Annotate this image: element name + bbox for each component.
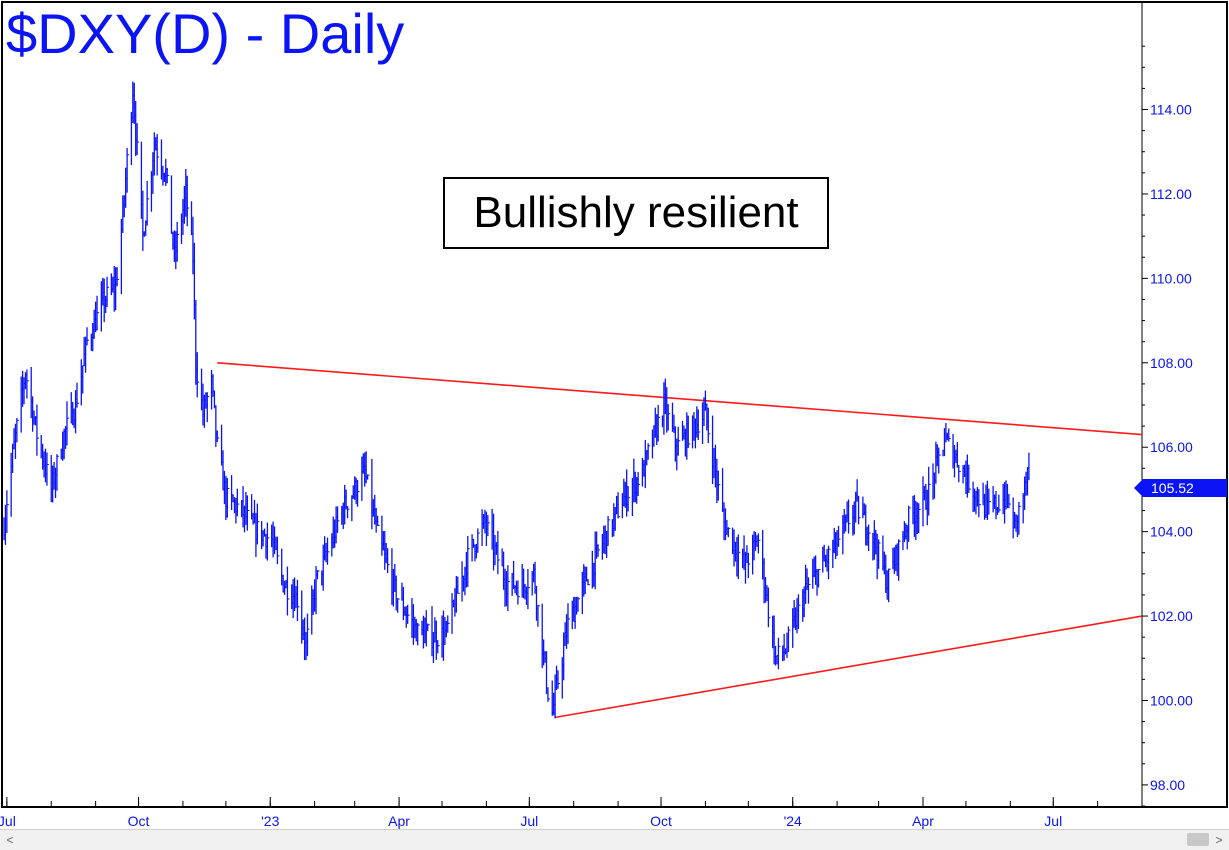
x-tick-label: Apr	[912, 813, 934, 829]
x-axis: Jul Oct '23 Apr Jul Oct '24 Apr Jul	[0, 797, 1143, 829]
trendline-2	[554, 615, 1143, 719]
y-tick-label: 106.00	[1150, 439, 1193, 455]
x-tick-label: Apr	[388, 813, 410, 829]
y-axis: 98.00 100.00 102.00 104.00 106.00 108.00 110.0…	[1142, 45, 1193, 807]
y-tick-label: 104.00	[1150, 524, 1193, 540]
x-tick-label: Oct	[650, 813, 672, 829]
daily-price-bars	[3, 81, 1030, 719]
annotation-label: Bullishly resilient	[443, 177, 829, 249]
x-tick-label: '23	[261, 813, 279, 829]
price-series	[3, 81, 1030, 719]
x-tick-label: '24	[784, 813, 802, 829]
trendline-1	[217, 361, 1143, 436]
scroll-thumb[interactable]	[1187, 833, 1209, 846]
x-tick-label: Jul	[0, 813, 16, 829]
scroll-right-button[interactable]: >	[1215, 833, 1223, 847]
chart-title: $DXY(D) - Daily	[6, 2, 405, 65]
y-tick-label: 98.00	[1150, 777, 1185, 793]
y-tick-label: 102.00	[1150, 608, 1193, 624]
trendlines	[217, 361, 1143, 719]
x-tick-label: Jul	[520, 813, 538, 829]
last-price-badge: 105.52	[1134, 479, 1227, 497]
y-tick-label: 100.00	[1150, 692, 1193, 708]
y-tick-label: 108.00	[1150, 355, 1193, 371]
x-tick-label: Oct	[128, 813, 150, 829]
y-tick-label: 112.00	[1150, 186, 1192, 202]
horizontal-scrollbar[interactable]: < >	[0, 829, 1229, 850]
y-tick-label: 114.00	[1150, 102, 1192, 118]
y-tick-label: 110.00	[1150, 270, 1192, 286]
scroll-left-button[interactable]: <	[6, 833, 14, 847]
x-tick-label: Jul	[1044, 813, 1062, 829]
plot-border	[1, 1, 1228, 808]
